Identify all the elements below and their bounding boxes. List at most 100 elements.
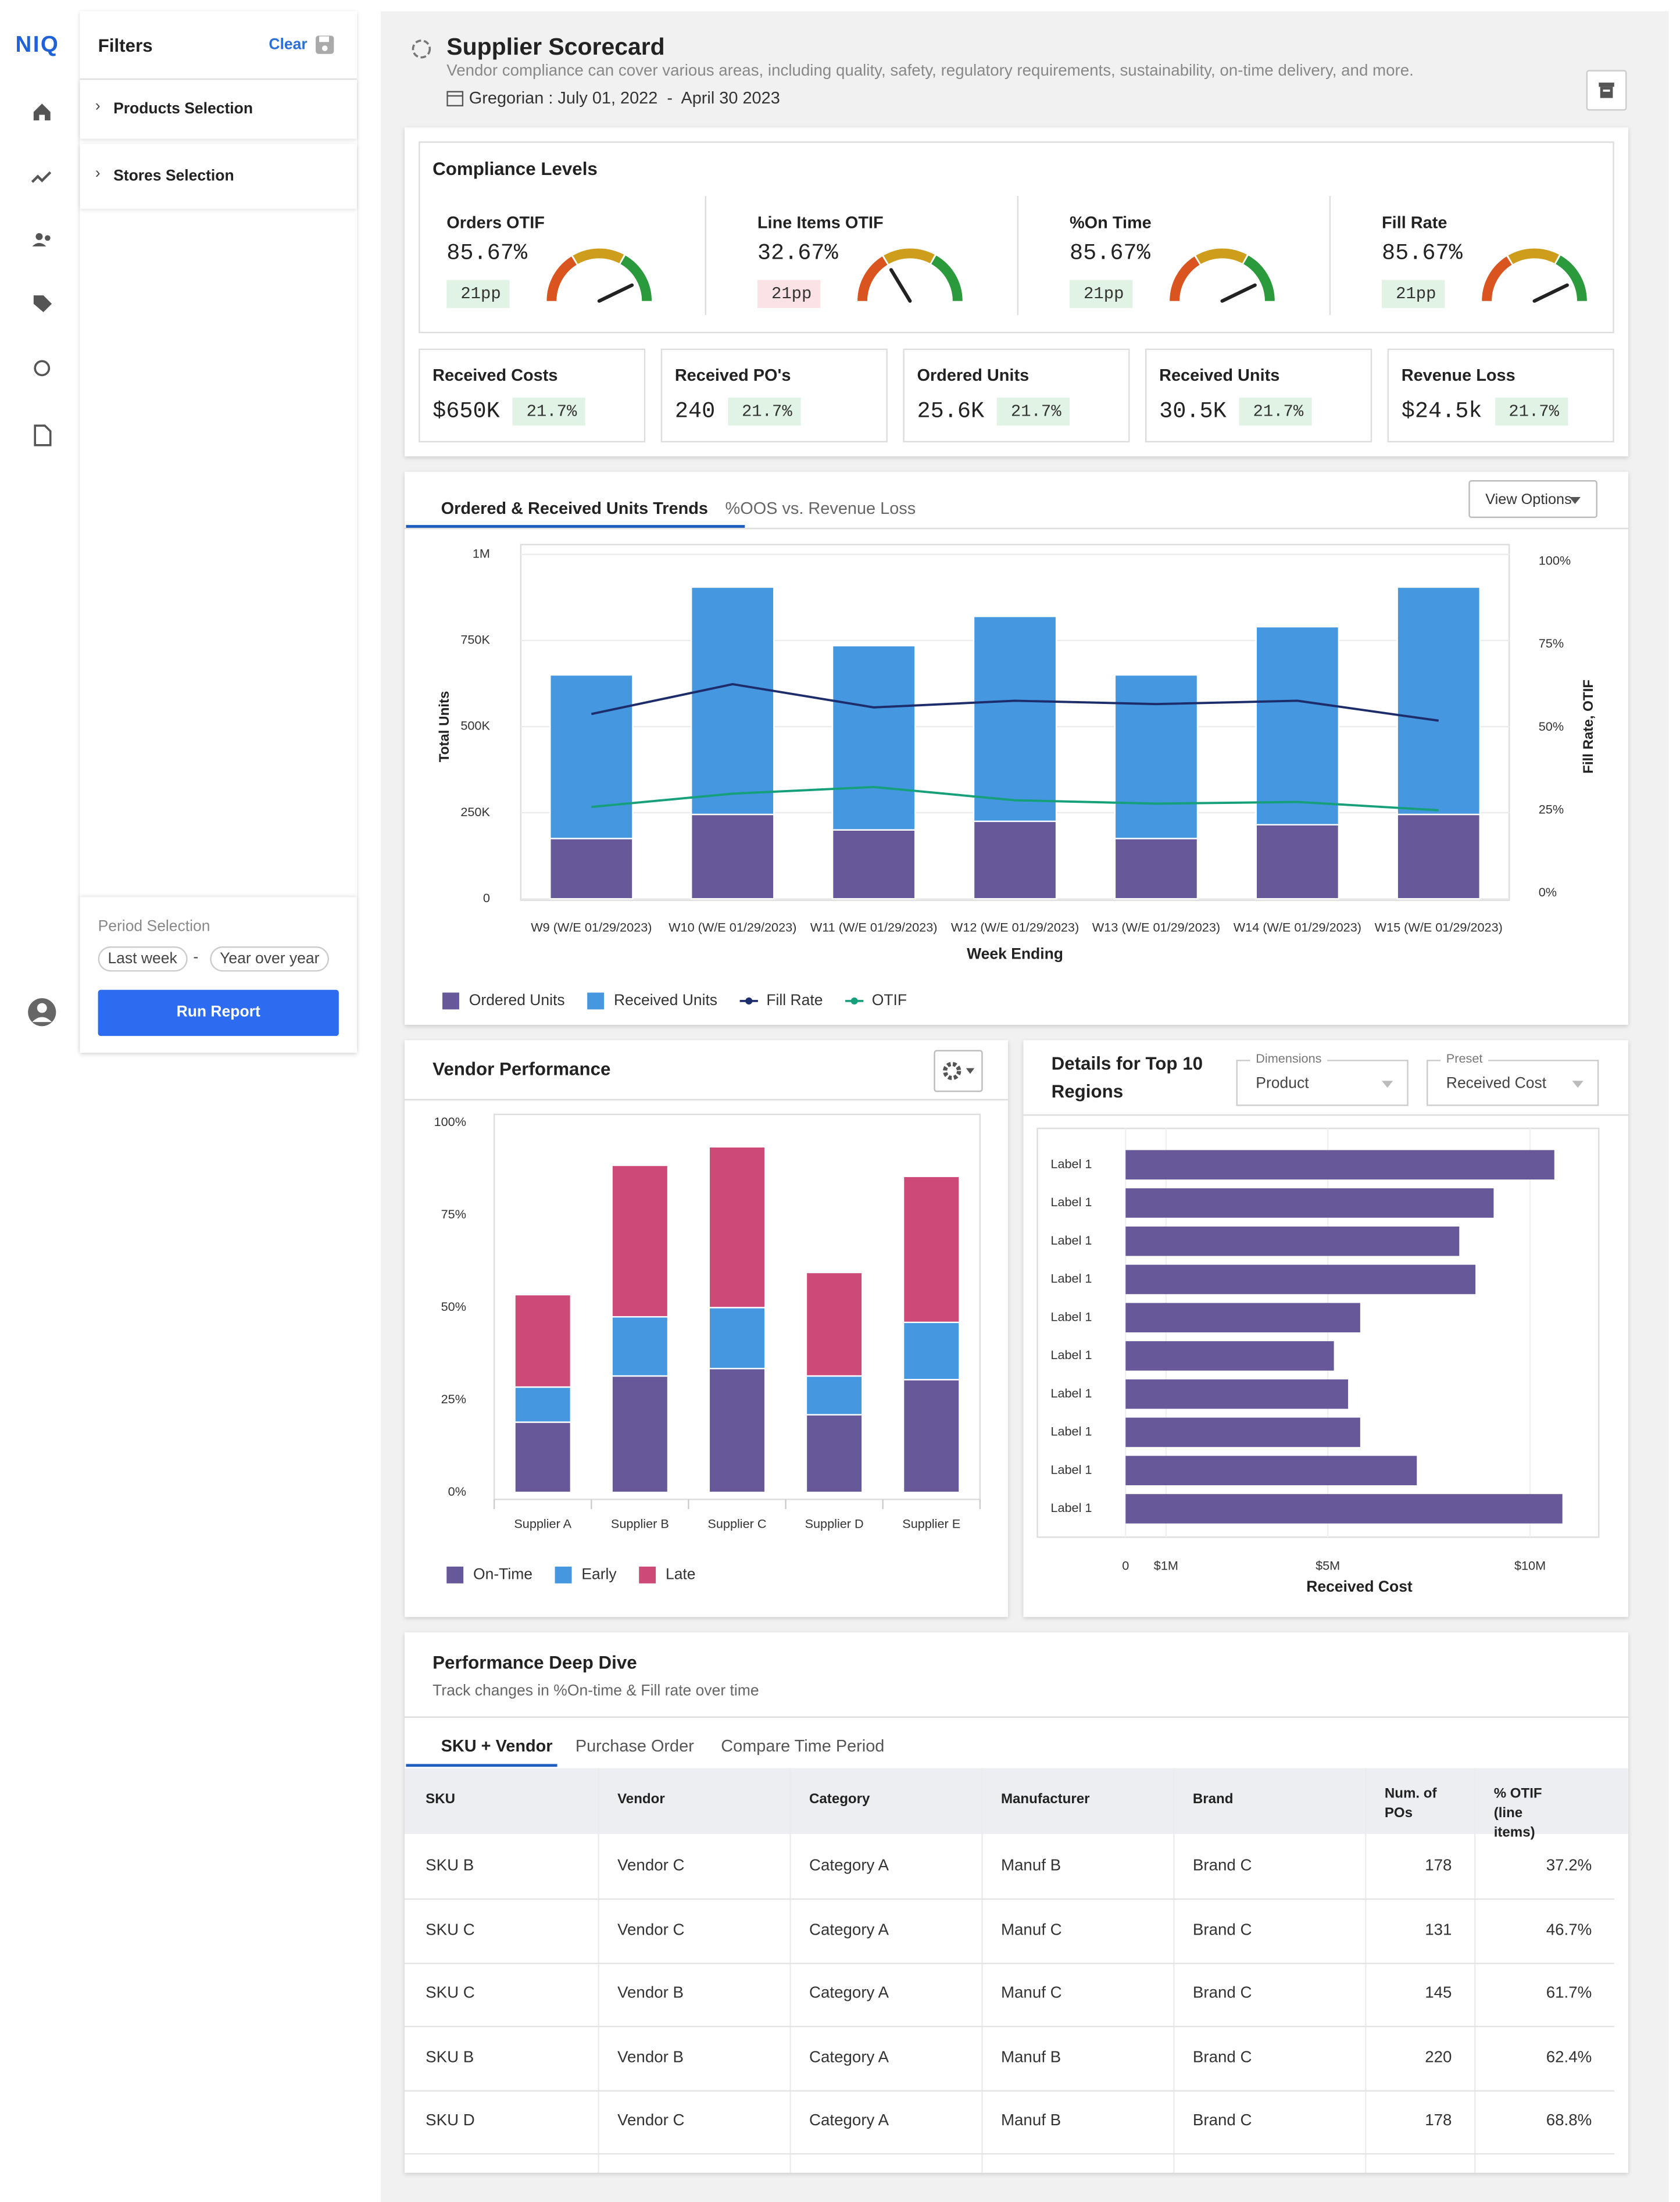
dropdown-caret: [1572, 1081, 1584, 1093]
y-tick-label: Label 1: [1050, 1347, 1092, 1362]
change-value: 21.7%: [1010, 402, 1061, 421]
legend-marker-dot: [745, 997, 753, 1005]
bar: [902, 1321, 960, 1381]
dropdown-value: Product: [1256, 1075, 1309, 1092]
legend-label: Late: [666, 1565, 696, 1582]
column-header[interactable]: Brand: [1193, 1790, 1245, 1810]
column-divider: [598, 1768, 599, 2173]
table-cell: SKU B: [426, 2049, 474, 2067]
column-header[interactable]: Category: [809, 1790, 881, 1810]
tab-underline: [406, 525, 745, 528]
line-series: [591, 785, 1439, 812]
column-header[interactable]: Num. of POs: [1385, 1785, 1469, 1824]
archive-button[interactable]: [1586, 70, 1627, 111]
table-card: Performance Deep Dive Track changes in %…: [405, 1632, 1628, 2173]
x-axis-title: Week Ending: [967, 945, 1063, 962]
change-badge: 21pp: [757, 280, 820, 308]
bar: [831, 829, 916, 900]
clear-button[interactable]: Clear: [269, 36, 308, 53]
table-cell: 178: [1425, 2113, 1452, 2130]
dropdown-caret: [1382, 1081, 1393, 1093]
trends-icon[interactable]: [31, 171, 52, 183]
dropdown[interactable]: Preset Received Cost: [1427, 1051, 1599, 1106]
gauge-band: [573, 248, 624, 264]
tab-active[interactable]: SKU + Vendor: [441, 1736, 553, 1756]
period-box: Period Selection Last week - Year over y…: [80, 898, 357, 1053]
legend-swatch: [555, 1566, 572, 1583]
tab-active[interactable]: Ordered & Received Units Trends: [441, 498, 708, 519]
metric-row: 30.5K 21.7%: [1159, 397, 1312, 426]
column-header[interactable]: Manufacturer: [1001, 1790, 1101, 1810]
period-chip[interactable]: Year over year: [210, 946, 330, 972]
legend-label: On-Time: [473, 1565, 532, 1582]
settings-button[interactable]: [934, 1050, 983, 1092]
legend-swatch: [587, 992, 605, 1010]
export-icon[interactable]: [34, 424, 52, 446]
tab[interactable]: Compare Time Period: [721, 1736, 885, 1756]
legend-label: OTIF: [872, 991, 907, 1009]
page-title: Supplier Scorecard: [446, 33, 665, 60]
table-cell: Category A: [809, 1857, 889, 1875]
y-tick-label: Label 1: [1050, 1195, 1092, 1209]
kpi-change: 21pp: [1069, 276, 1132, 308]
bar: [902, 1175, 960, 1324]
metric-value: $24.5k: [1401, 399, 1482, 424]
y-tick-label: Label 1: [1050, 1424, 1092, 1439]
bar: [1125, 1150, 1554, 1180]
table-cell: Manuf C: [1000, 1985, 1062, 2003]
compliance-title: Compliance Levels: [432, 158, 598, 180]
table-cell: Manuf C: [1000, 1921, 1062, 1939]
tab[interactable]: Purchase Order: [575, 1736, 694, 1756]
plot-frame: [493, 1113, 981, 1500]
gauge-band: [884, 248, 935, 264]
metric-value: 240: [674, 399, 716, 424]
vendor-title: Vendor Performance: [432, 1058, 611, 1079]
save-icon[interactable]: [315, 35, 335, 55]
metric-label: Received PO's: [674, 365, 791, 385]
kpi-label: Orders OTIF: [446, 213, 545, 233]
period-chip[interactable]: Last week: [98, 946, 187, 972]
change-badge: 21.7%: [727, 397, 801, 426]
divider: [405, 527, 1628, 530]
change-value: 21pp: [771, 284, 812, 304]
gauge-needle: [1532, 283, 1569, 303]
change-value: 21.7%: [1509, 402, 1559, 421]
column-header[interactable]: % OTIF (line items): [1494, 1785, 1578, 1844]
table-title: Performance Deep Dive: [432, 1652, 637, 1673]
link-icon[interactable]: [34, 360, 51, 377]
dropdown[interactable]: Dimensions Product: [1236, 1051, 1409, 1106]
row-divider: [405, 1962, 1614, 1964]
filter-row[interactable]: › Stores Selection: [80, 144, 357, 209]
metric-label: Revenue Loss: [1401, 365, 1515, 385]
column-header[interactable]: Vendor: [617, 1790, 676, 1810]
column-header[interactable]: SKU: [426, 1790, 466, 1810]
legend-marker-dot: [850, 997, 858, 1005]
change-badge: 21pp: [1069, 280, 1132, 308]
line-series: [591, 682, 1439, 722]
filter-row[interactable]: › Products Selection: [80, 80, 357, 138]
change-badge: 21pp: [1382, 280, 1445, 308]
avatar-head: [37, 1003, 47, 1013]
kpi-label: %On Time: [1069, 213, 1152, 233]
bar: [514, 1293, 572, 1388]
view-options-button[interactable]: View Options: [1468, 480, 1597, 519]
y-tick-label: Label 1: [1050, 1271, 1092, 1286]
run-report-button[interactable]: Run Report: [98, 989, 339, 1036]
table-cell: Category A: [809, 2113, 889, 2130]
table-cell: Manuf B: [1000, 2113, 1061, 2130]
tag-icon[interactable]: [33, 295, 52, 313]
tab[interactable]: %OOS vs. Revenue Loss: [725, 498, 916, 519]
home-icon[interactable]: [33, 103, 51, 121]
x-tick-label: Supplier D: [805, 1516, 864, 1531]
bar: [1125, 1264, 1476, 1295]
kpi-value: 85.67%: [1069, 241, 1150, 266]
people-icon[interactable]: [32, 233, 51, 246]
table-cell: 145: [1425, 1985, 1452, 2003]
table-cell: Manuf B: [1000, 2049, 1061, 2067]
bar: [1125, 1456, 1417, 1486]
change-value: 21.7%: [741, 402, 792, 421]
logo[interactable]: NIQ: [15, 33, 60, 58]
date-range[interactable]: Gregorian : July 01, 2022 - April 30 202…: [469, 88, 780, 108]
change-badge: 21.7%: [1239, 397, 1312, 426]
